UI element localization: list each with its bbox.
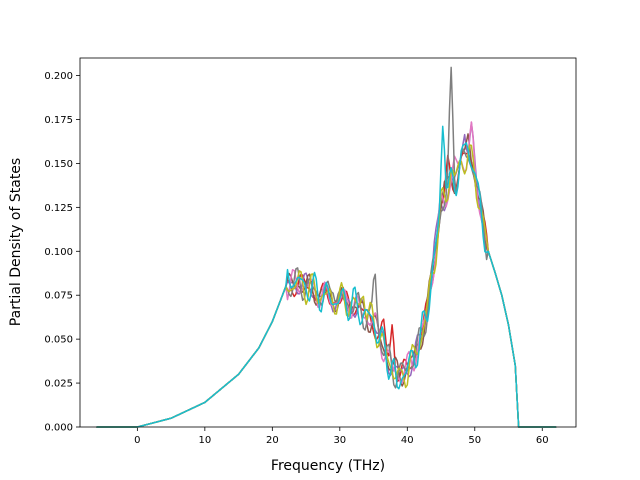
x-tick-label: 0 (134, 435, 140, 446)
y-axis-ticks: 0.000 0.025 0.050 0.075 0.100 0.125 0.150 0.175… (44, 71, 80, 434)
y-tick-label: 0.150 (44, 159, 73, 170)
x-axis-label: Frequency (THz) (271, 458, 385, 474)
series-line (96, 152, 557, 428)
x-tick-label: 10 (198, 435, 211, 446)
x-tick-label: 50 (468, 435, 481, 446)
plot-frame (79, 57, 577, 428)
y-tick-label: 0.100 (44, 247, 73, 258)
y-tick-label: 0.175 (44, 115, 73, 126)
x-tick-label: 60 (536, 435, 549, 446)
x-tick-label: 20 (266, 435, 279, 446)
y-tick-label: 0.050 (44, 335, 73, 346)
x-tick-label: 30 (333, 435, 346, 446)
series-line (96, 133, 557, 428)
series-line (96, 121, 557, 428)
x-axis-ticks: 0 10 20 30 40 50 60 (134, 427, 549, 446)
series-line (96, 125, 557, 428)
y-axis-label: Partial Density of States (8, 158, 24, 326)
y-tick-label: 0.025 (44, 379, 73, 390)
y-tick-label: 0.000 (44, 423, 73, 434)
y-tick-label: 0.075 (44, 291, 73, 302)
x-tick-label: 40 (401, 435, 414, 446)
series-line (96, 121, 557, 428)
y-tick-label: 0.200 (44, 71, 73, 82)
y-tick-label: 0.125 (44, 203, 73, 214)
series-lines (96, 66, 557, 428)
